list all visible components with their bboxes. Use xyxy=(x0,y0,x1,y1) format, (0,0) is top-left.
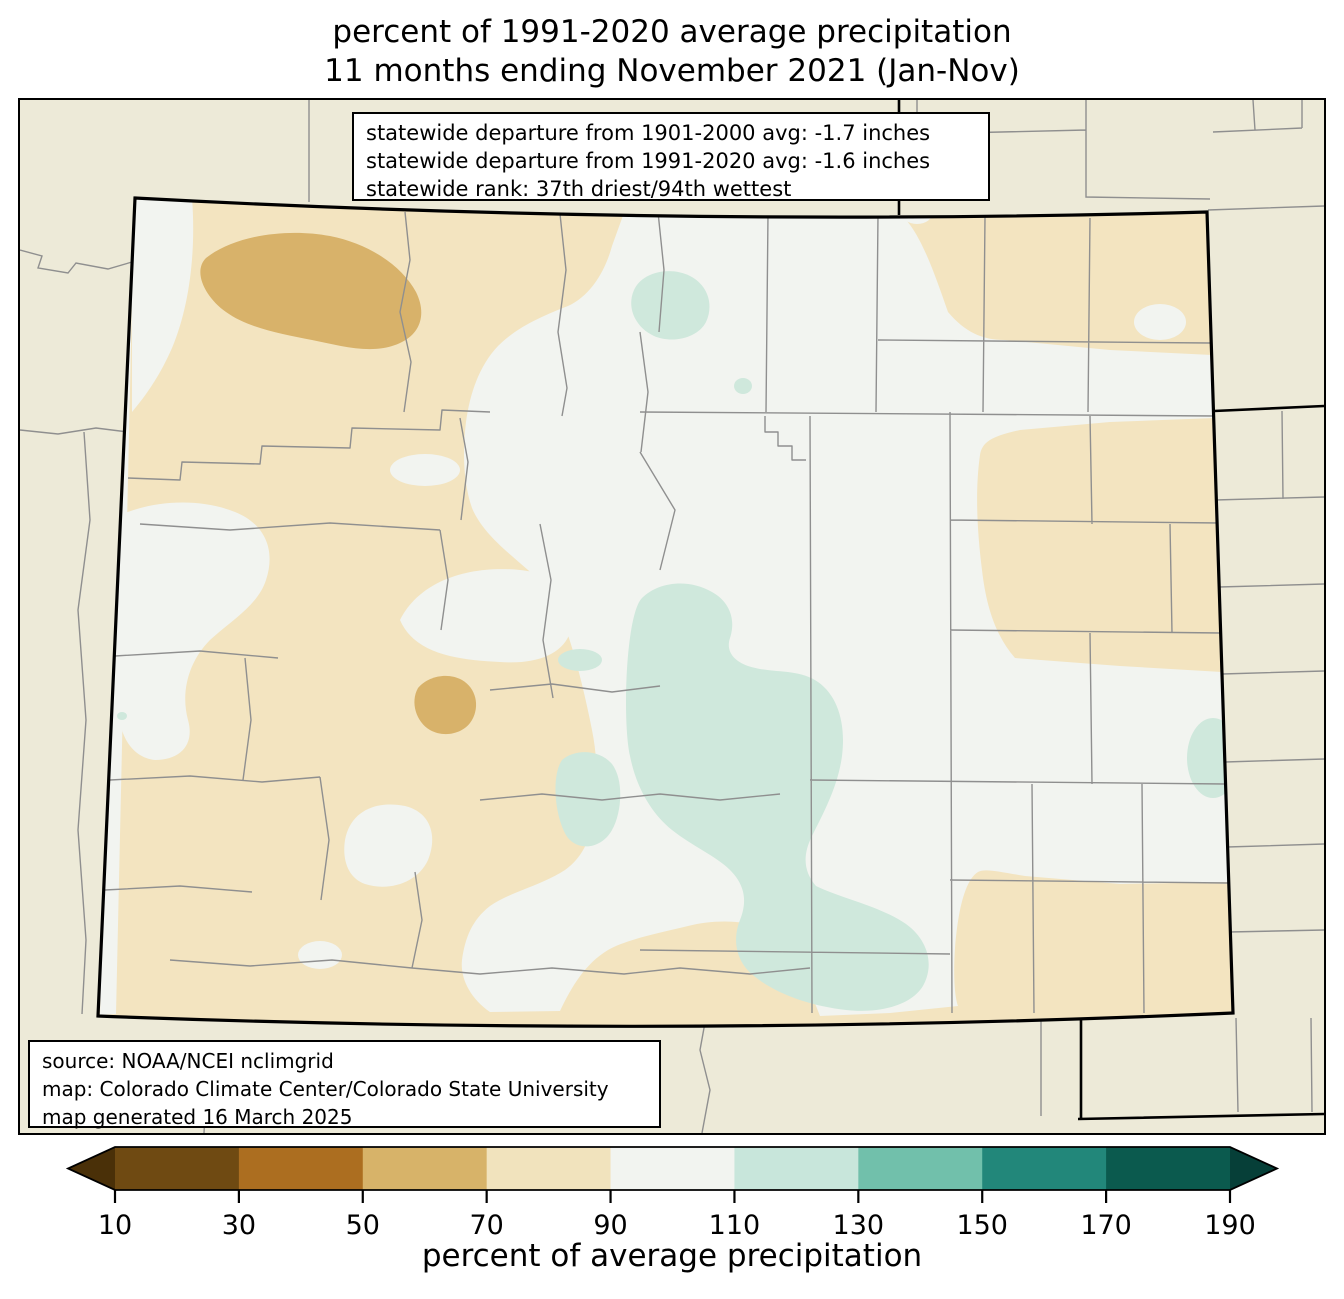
source-line-1: source: NOAA/NCEI nclimgrid xyxy=(42,1049,334,1073)
county-lines-west xyxy=(104,211,811,975)
source-attribution-box: source: NOAA/NCEI nclimgrid map: Colorad… xyxy=(28,1040,661,1129)
map-frame xyxy=(18,98,1326,1135)
title-line-2: 11 months ending November 2021 (Jan-Nov) xyxy=(324,53,1020,89)
colorbar-segment xyxy=(362,1147,488,1190)
source-line-3: map generated 16 March 2025 xyxy=(42,1105,353,1129)
colorbar-tick-label: 50 xyxy=(346,1210,380,1240)
stats-line-2: statewide departure from 1991-2020 avg: … xyxy=(366,149,931,173)
colorbar-tick-label: 10 xyxy=(98,1210,132,1240)
statewide-stats-box: statewide departure from 1901-2000 avg: … xyxy=(352,112,990,201)
colorbar-caption: percent of average precipitation xyxy=(421,1238,923,1274)
colorbar-tick-label: 90 xyxy=(593,1210,627,1240)
colorbar-segment xyxy=(486,1147,612,1190)
colorbar-tick-label: 150 xyxy=(956,1210,1008,1240)
colorbar-tick-label: 130 xyxy=(833,1210,885,1240)
colorbar-svg: 10 30 50 70 90 110 130 150 170 190 xyxy=(65,1146,1280,1241)
figure-title: percent of 1991-2020 average precipitati… xyxy=(0,13,1344,91)
stats-line-1: statewide departure from 1901-2000 avg: … xyxy=(366,121,931,145)
colorbar-tick-label: 70 xyxy=(469,1210,503,1240)
source-line-2: map: Colorado Climate Center/Colorado St… xyxy=(42,1077,609,1101)
colorado-state-outline xyxy=(96,196,1235,1028)
colorbar-segment xyxy=(858,1147,983,1190)
colorbar: 10 30 50 70 90 110 130 150 170 190 xyxy=(0,1140,1344,1241)
colorbar-segment xyxy=(1106,1147,1231,1190)
colorbar-segment xyxy=(734,1147,859,1190)
title-line-1: percent of 1991-2020 average precipitati… xyxy=(332,14,1012,50)
stats-line-3: statewide rank: 37th driest/94th wettest xyxy=(366,177,792,201)
colorbar-tick-label: 110 xyxy=(709,1210,761,1240)
colorbar-under-arrow xyxy=(68,1147,115,1190)
colorbar-tick-label: 170 xyxy=(1080,1210,1132,1240)
colorbar-segment xyxy=(238,1147,364,1190)
colorbar-segment xyxy=(115,1147,240,1190)
colorbar-over-arrow xyxy=(1230,1147,1277,1190)
colorbar-segment xyxy=(982,1147,1107,1190)
colorbar-tick-label: 30 xyxy=(222,1210,256,1240)
precip-region-dry xyxy=(200,232,477,735)
colorbar-segment xyxy=(610,1147,735,1190)
county-lines-east xyxy=(639,213,1229,1014)
colorbar-tick-label: 190 xyxy=(1204,1210,1256,1240)
colorado-precipitation-map xyxy=(20,100,1324,1133)
